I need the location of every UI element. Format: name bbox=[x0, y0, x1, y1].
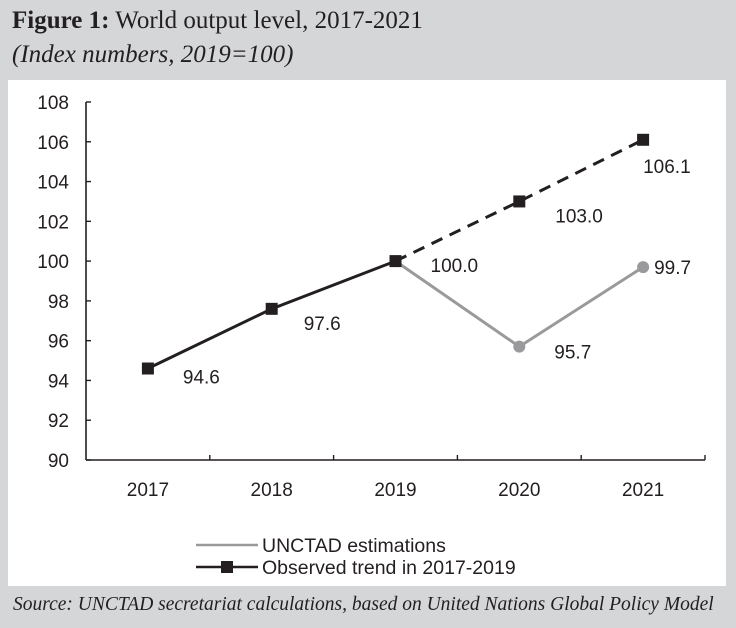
y-tick-label: 102 bbox=[37, 212, 69, 233]
series-line-observed-dashed bbox=[394, 138, 644, 263]
y-tick-label: 92 bbox=[48, 411, 69, 432]
chart-panel bbox=[8, 80, 726, 586]
x-axis-ticks: 2017 2018 2019 2020 2021 bbox=[127, 455, 706, 501]
x-tick-label: 2017 bbox=[127, 480, 169, 501]
data-label-observed: 103.0 bbox=[555, 206, 603, 227]
y-tick-label: 104 bbox=[37, 173, 69, 194]
marker-circle-unctad-estimations bbox=[513, 340, 526, 353]
legend-label-unctad-estimations: UNCTAD estimations bbox=[262, 535, 446, 557]
y-tick-label: 108 bbox=[37, 93, 69, 114]
legend-marker-observed bbox=[221, 561, 233, 573]
x-tick-label: 2020 bbox=[498, 480, 540, 501]
y-tick-label: 94 bbox=[48, 371, 70, 392]
figure-subtitle: (Index numbers, 2019=100) bbox=[12, 41, 294, 68]
marker-square-observed bbox=[513, 195, 526, 208]
y-tick-label: 98 bbox=[48, 292, 69, 313]
data-label-unctad-estimations: 95.7 bbox=[554, 343, 591, 364]
marker-square-observed bbox=[265, 302, 278, 315]
data-label-observed: 97.6 bbox=[304, 314, 341, 335]
x-tick-label: 2018 bbox=[251, 480, 293, 501]
data-label-observed: 94.6 bbox=[183, 368, 220, 389]
series-group bbox=[141, 133, 650, 375]
axes bbox=[85, 102, 705, 461]
source-note: Source: UNCTAD secretariat calculations,… bbox=[13, 594, 714, 615]
figure-title-text: World output level, 2017-2021 bbox=[109, 7, 423, 34]
data-labels: 94.6 97.6 100.0 103.0 106.1 95.7 99.7 bbox=[183, 157, 691, 389]
figure-number: Figure 1: bbox=[12, 7, 110, 34]
legend-label-observed: Observed trend in 2017-2019 bbox=[262, 557, 516, 579]
figure-title: Figure 1: World output level, 2017-2021 bbox=[12, 6, 423, 36]
data-label-observed: 100.0 bbox=[431, 256, 479, 277]
x-tick-label: 2021 bbox=[622, 480, 664, 501]
y-axis-ticks: 90 92 94 96 98 100 102 104 106 108 bbox=[37, 93, 91, 472]
y-tick-label: 106 bbox=[37, 133, 69, 154]
data-label-observed: 106.1 bbox=[643, 157, 691, 178]
y-tick-label: 90 bbox=[48, 451, 69, 472]
marker-square-observed bbox=[389, 255, 402, 268]
marker-square-observed bbox=[141, 362, 154, 375]
y-tick-label: 100 bbox=[37, 252, 69, 273]
data-label-unctad-estimations: 99.7 bbox=[654, 258, 691, 279]
marker-square-observed bbox=[637, 133, 650, 146]
y-tick-label: 96 bbox=[48, 332, 69, 353]
x-tick-label: 2019 bbox=[374, 480, 416, 501]
marker-circle-unctad-estimations bbox=[637, 261, 650, 274]
